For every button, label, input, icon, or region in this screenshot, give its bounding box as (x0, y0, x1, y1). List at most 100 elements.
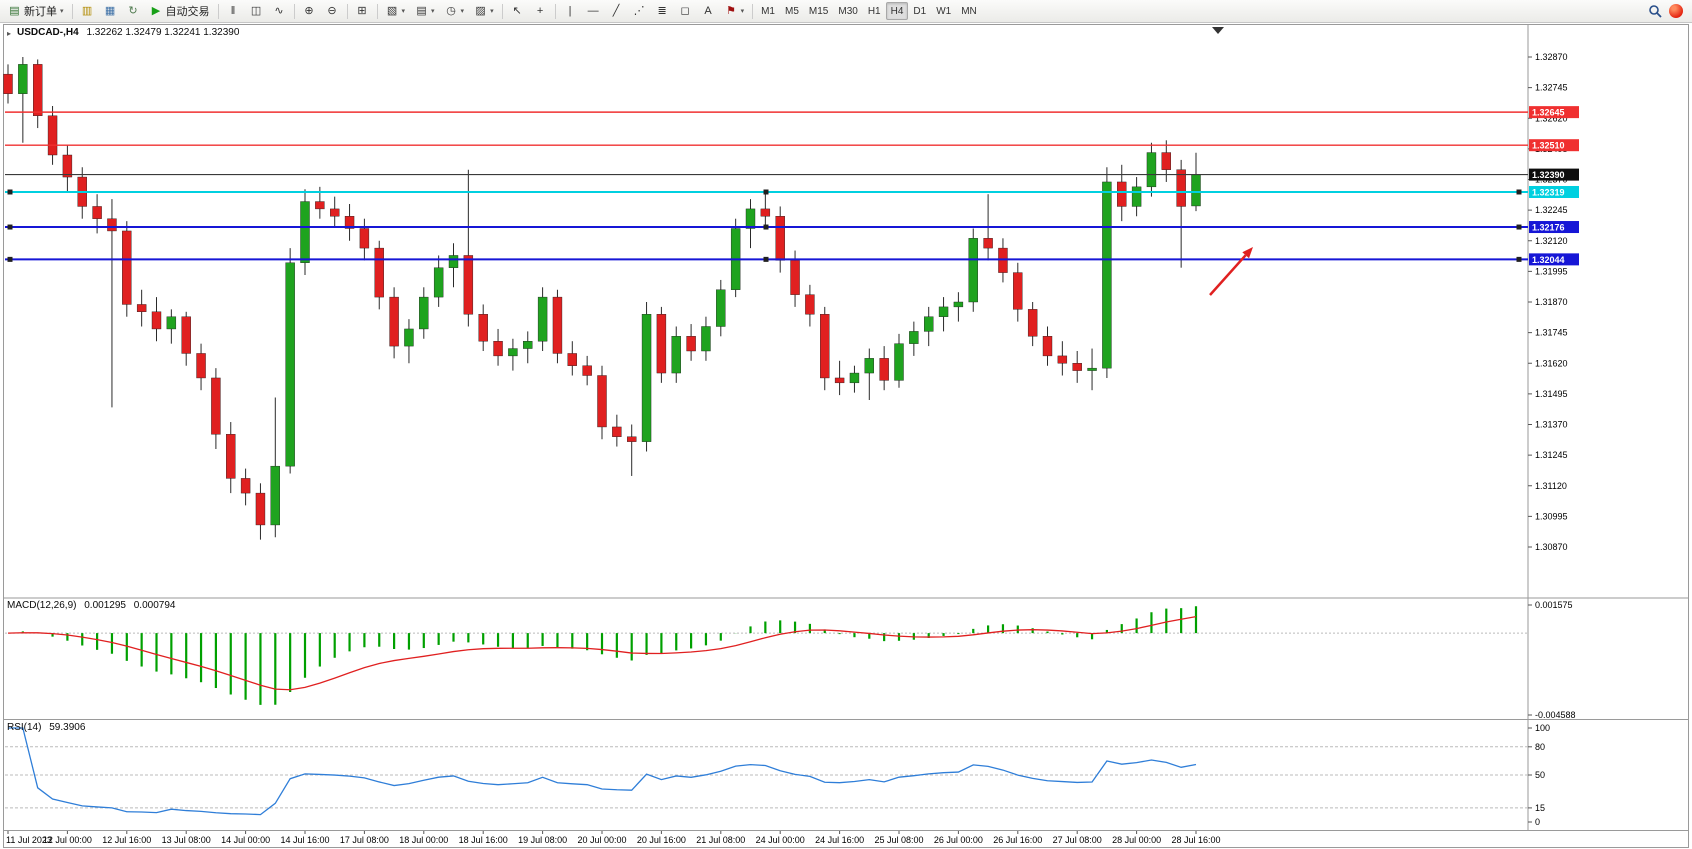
market-watch-button[interactable]: ▦ (99, 2, 122, 21)
price-axis-label: 1.32245 (1535, 205, 1568, 215)
line-handle[interactable] (7, 224, 13, 230)
line-handle[interactable] (1516, 256, 1522, 262)
candle (166, 316, 177, 330)
timeframe-h1-button[interactable]: H1 (863, 2, 886, 20)
fibonacci-button[interactable]: ≣ (651, 2, 674, 21)
time-axis-label: 20 Jul 00:00 (577, 835, 626, 845)
price-axis-label: 1.32745 (1535, 83, 1568, 93)
toolbar-separator (752, 3, 754, 19)
zoom-in-icon: ⊕ (304, 4, 314, 17)
periods-button[interactable]: ◷ ▾ (440, 2, 470, 21)
zoom-out-icon: ⊖ (327, 4, 337, 17)
toolbar-separator (71, 3, 73, 19)
timeframe-d1-button[interactable]: D1 (908, 2, 931, 20)
rsi-axis-label: 50 (1535, 770, 1545, 780)
horizontal-line-button[interactable]: — (582, 2, 605, 21)
autotrading-icon: ▶ (151, 4, 161, 17)
charts-window-button[interactable]: ▥ (76, 2, 99, 21)
line-handle[interactable] (1516, 189, 1522, 195)
line-handle[interactable] (763, 224, 769, 230)
equidistant-channel-icon: ⋰ (633, 4, 645, 17)
rsi-line (8, 727, 1197, 816)
candle (374, 247, 384, 298)
timeframe-m30-button[interactable]: M30 (833, 2, 862, 20)
crosshair-icon: + (536, 4, 544, 17)
price-axis-label: 1.31245 (1535, 450, 1568, 460)
price-tag-label: 1.32390 (1532, 170, 1565, 180)
candle (1087, 367, 1097, 371)
chart-plot-area[interactable] (4, 25, 1527, 597)
timeframe-m15-button[interactable]: M15 (804, 2, 833, 20)
candle (523, 341, 533, 349)
candlestick-chart-icon: ◫ (250, 4, 262, 17)
arrow-annotation[interactable] (1209, 254, 1247, 296)
toolbar-separator (554, 3, 556, 19)
line-handle[interactable] (763, 256, 769, 262)
community-icon[interactable] (1669, 4, 1683, 18)
candle (968, 238, 978, 303)
new-order-button[interactable]: ▤ 新订单 ▾ (3, 2, 69, 21)
candle (790, 260, 800, 295)
line-handle[interactable] (1516, 224, 1522, 230)
candle (612, 426, 622, 437)
trendline-button[interactable]: ╱ (605, 2, 628, 21)
candle (151, 311, 162, 330)
candle (463, 255, 474, 315)
timeframe-m5-button[interactable]: M5 (780, 2, 804, 20)
candle (627, 436, 637, 442)
candle (122, 230, 132, 305)
price-tag-label: 1.32176 (1532, 223, 1565, 233)
candle (3, 73, 13, 94)
timeframe-m1-button[interactable]: M1 (756, 2, 780, 20)
candle (671, 336, 681, 374)
line-chart-button[interactable]: ∿ (268, 2, 291, 21)
navigator-button[interactable]: ↻ (122, 2, 145, 21)
line-handle[interactable] (7, 189, 13, 195)
chart-ohlc-label: 1.32262 1.32479 1.32241 1.32390 (86, 27, 240, 38)
arrows-button[interactable]: ⚑ ▾ (720, 2, 750, 21)
market-watch-icon: ▦ (104, 4, 116, 17)
tile-windows-icon: ⊞ (357, 4, 367, 17)
bar-chart-button[interactable]: ‖ (222, 2, 245, 21)
line-handle[interactable] (7, 256, 13, 262)
timeframe-w1-button[interactable]: W1 (931, 2, 956, 20)
text-button[interactable]: A (697, 2, 720, 21)
price-tag-label: 1.32319 (1532, 187, 1565, 197)
shapes-button[interactable]: ◻ (674, 2, 697, 21)
time-axis-label: 12 Jul 16:00 (102, 835, 151, 845)
search-icon[interactable] (1648, 4, 1662, 18)
navigator-icon: ↻ (128, 4, 138, 17)
one-click-trading-toggle[interactable]: ▸ (7, 29, 12, 38)
arrow-annotation-head[interactable] (1242, 247, 1253, 259)
toolbar-separator (346, 3, 348, 19)
price-axis-label: 1.32870 (1535, 52, 1568, 62)
candle (597, 375, 607, 428)
tile-windows-button[interactable]: ⊞ (351, 2, 374, 21)
candle (701, 326, 711, 352)
vertical-line-icon: | (568, 4, 572, 17)
price-tag (1529, 221, 1579, 234)
bar-chart-icon: ‖ (230, 4, 236, 17)
zoom-in-button[interactable]: ⊕ (298, 2, 321, 21)
templates-button[interactable]: ▨ ▾ (469, 2, 499, 21)
new-chart-button[interactable]: ▧ ▾ (381, 2, 411, 21)
toolbar-left-group: ▤ 新订单 ▾ ▥ ▦ ↻ ▶ 自动交易 ‖ ◫ ∿ ⊕ ⊖ ⊞ ▧ ▾ ▤ ▾ ◷ ▾ ▨ ▾ ↖ + | — ╱ ⋰ ≣ ◻ A ⚑ ▾ (3, 2, 756, 21)
crosshair-button[interactable]: + (529, 2, 552, 21)
chart-shift-marker[interactable] (1212, 27, 1224, 34)
text-icon: A (704, 4, 712, 17)
candle (181, 316, 191, 354)
zoom-out-button[interactable]: ⊖ (321, 2, 344, 21)
timeframe-h4-button[interactable]: H4 (885, 2, 909, 20)
vertical-line-button[interactable]: | (559, 2, 582, 21)
autotrading-button[interactable]: ▶ 自动交易 (145, 2, 215, 21)
cursor-button[interactable]: ↖ (506, 2, 529, 21)
profiles-button[interactable]: ▤ ▾ (410, 2, 440, 21)
candle (389, 296, 399, 347)
profiles-icon: ▤ (416, 4, 427, 17)
equidistant-channel-button[interactable]: ⋰ (628, 2, 651, 21)
timeframe-mn-button[interactable]: MN (956, 2, 982, 20)
candlestick-chart-button[interactable]: ◫ (245, 2, 268, 21)
candle (894, 343, 904, 381)
line-handle[interactable] (763, 189, 769, 195)
